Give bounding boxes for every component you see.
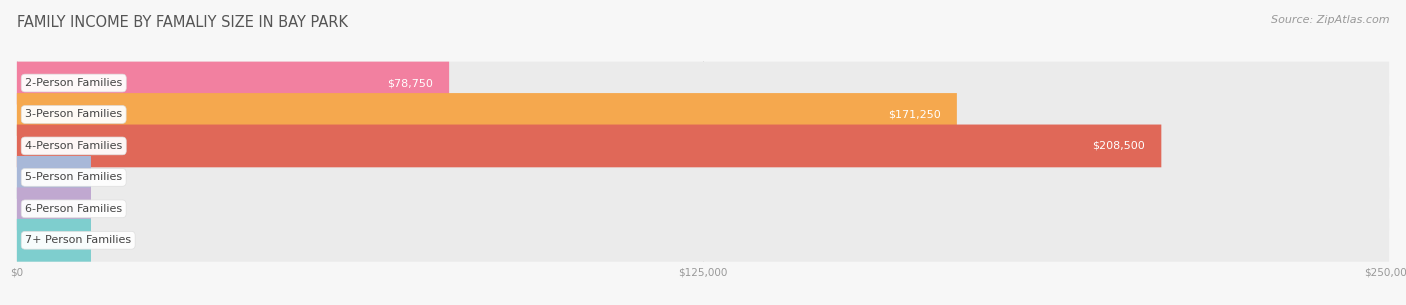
- Text: $0: $0: [104, 204, 118, 214]
- Text: 3-Person Families: 3-Person Families: [25, 109, 122, 120]
- Text: Source: ZipAtlas.com: Source: ZipAtlas.com: [1271, 15, 1389, 25]
- FancyBboxPatch shape: [17, 93, 957, 136]
- Text: $171,250: $171,250: [887, 109, 941, 120]
- Text: $208,500: $208,500: [1092, 141, 1144, 151]
- Text: 5-Person Families: 5-Person Families: [25, 172, 122, 182]
- Text: 2-Person Families: 2-Person Families: [25, 78, 122, 88]
- FancyBboxPatch shape: [17, 124, 1389, 167]
- FancyBboxPatch shape: [17, 62, 449, 104]
- FancyBboxPatch shape: [17, 188, 1389, 230]
- Text: 4-Person Families: 4-Person Families: [25, 141, 122, 151]
- Text: 6-Person Families: 6-Person Families: [25, 204, 122, 214]
- FancyBboxPatch shape: [17, 93, 1389, 136]
- FancyBboxPatch shape: [17, 219, 1389, 262]
- Text: 7+ Person Families: 7+ Person Families: [25, 235, 131, 245]
- Text: $78,750: $78,750: [387, 78, 433, 88]
- FancyBboxPatch shape: [17, 156, 1389, 199]
- Text: $0: $0: [104, 235, 118, 245]
- FancyBboxPatch shape: [17, 62, 1389, 104]
- FancyBboxPatch shape: [17, 156, 91, 199]
- Text: FAMILY INCOME BY FAMALIY SIZE IN BAY PARK: FAMILY INCOME BY FAMALIY SIZE IN BAY PAR…: [17, 15, 347, 30]
- Text: $0: $0: [104, 172, 118, 182]
- FancyBboxPatch shape: [17, 188, 91, 230]
- FancyBboxPatch shape: [17, 124, 1161, 167]
- FancyBboxPatch shape: [17, 219, 91, 262]
